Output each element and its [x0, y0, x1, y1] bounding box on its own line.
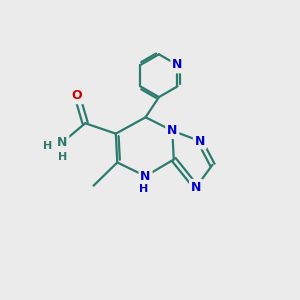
- Text: H: H: [58, 152, 67, 162]
- Text: N: N: [57, 136, 68, 149]
- Text: H: H: [140, 184, 149, 194]
- Text: N: N: [172, 58, 183, 71]
- Text: O: O: [72, 89, 83, 102]
- Text: N: N: [195, 135, 205, 148]
- Text: N: N: [167, 124, 178, 137]
- Text: H: H: [43, 141, 52, 151]
- Text: N: N: [140, 170, 151, 183]
- Text: N: N: [191, 181, 201, 194]
